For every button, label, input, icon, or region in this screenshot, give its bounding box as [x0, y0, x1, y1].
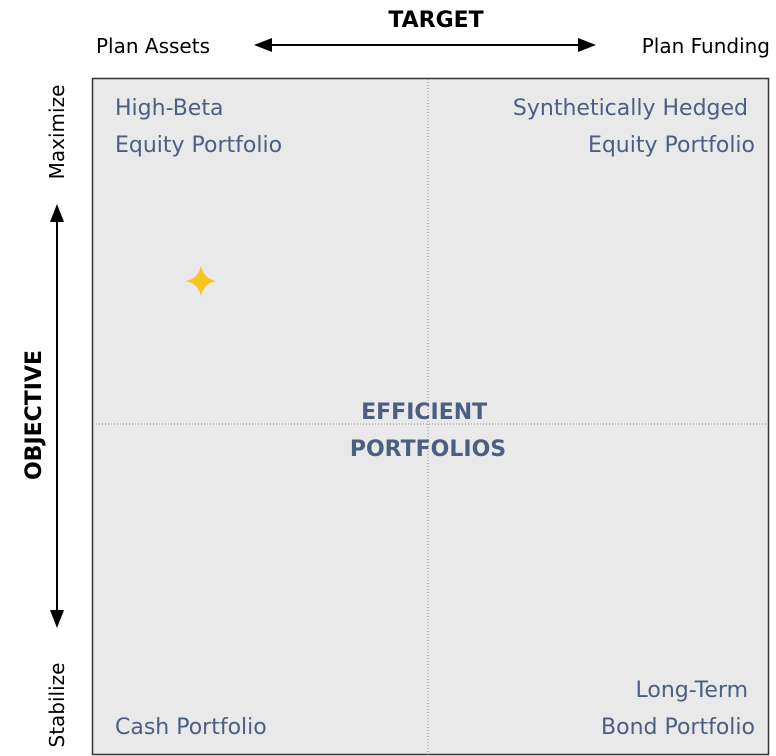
quadrant-label: Cash Portfolio	[115, 715, 267, 740]
star-marker	[185, 265, 217, 297]
objective-bottom-label: Stabilize	[45, 663, 69, 748]
quadrant-line: Cash Portfolio	[115, 715, 267, 740]
quadrant-line: Long-Term	[636, 678, 748, 703]
objective-title: OBJECTIVE	[22, 350, 47, 480]
objective-top-label: Maximize	[45, 85, 69, 180]
quadrant-label: High-Beta Equity Portfolio	[115, 96, 282, 158]
quadrant-label: Long-Term Bond Portfolio	[601, 678, 755, 740]
quadrant-line: Bond Portfolio	[601, 715, 755, 740]
quadrant-line: High-Beta	[115, 96, 223, 121]
center-line: PORTFOLIOS	[350, 437, 506, 462]
center-label: EFFICIENT PORTFOLIOS	[350, 400, 506, 462]
quadrant-line: Synthetically Hedged	[513, 96, 748, 121]
quadrant-label: Synthetically Hedged Equity Portfolio	[513, 96, 755, 158]
target-title: TARGET	[388, 8, 483, 33]
target-right-label: Plan Funding	[642, 34, 770, 58]
quadrant-line: Equity Portfolio	[588, 133, 755, 158]
quadrant-box	[91, 77, 770, 756]
center-line: EFFICIENT	[361, 400, 487, 425]
horizontal-arrow	[254, 38, 596, 52]
target-left-label: Plan Assets	[96, 34, 210, 58]
quadrant-line: Equity Portfolio	[115, 133, 282, 158]
vertical-arrow	[50, 204, 64, 628]
